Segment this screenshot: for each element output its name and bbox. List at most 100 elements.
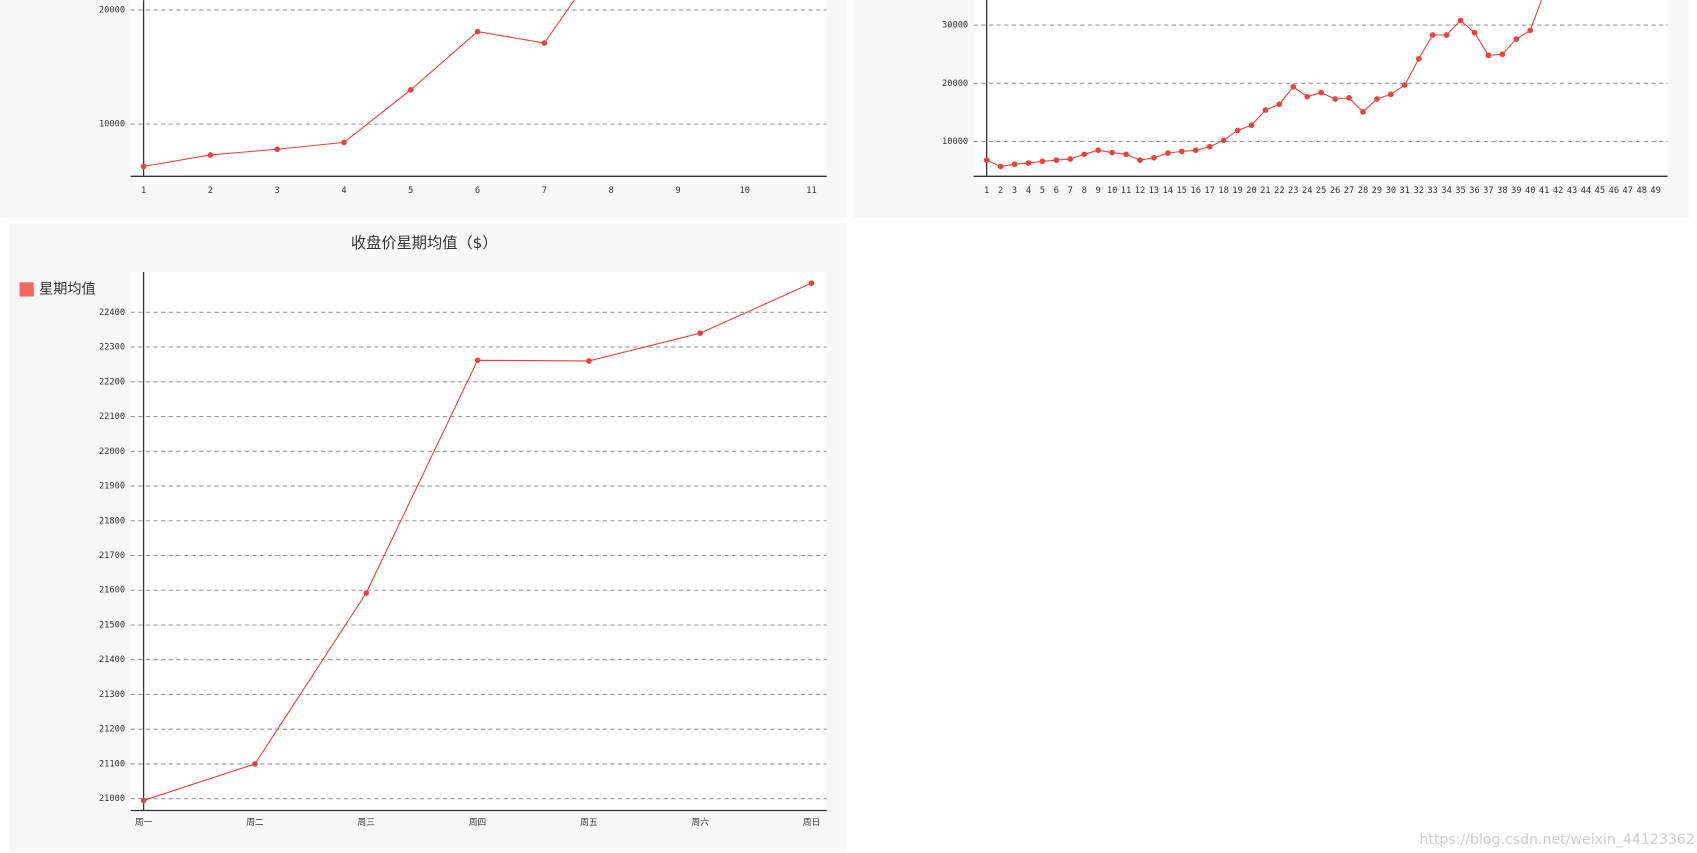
x-tick-label: 38	[1497, 186, 1507, 196]
x-tick-label: 18	[1218, 186, 1228, 196]
y-tick-label: 30000	[942, 21, 968, 31]
x-tick-label: 49	[1650, 186, 1660, 196]
x-tick-label: 43	[1567, 186, 1577, 196]
point	[1011, 161, 1018, 168]
point	[341, 139, 347, 146]
point	[1290, 83, 1297, 90]
y-tick-label: 21300	[99, 690, 125, 700]
x-tick-label: 33	[1427, 186, 1437, 196]
x-tick-label: 42	[1553, 186, 1563, 196]
point	[1360, 108, 1366, 115]
chart-title: 收盘价星期均值（$）	[351, 234, 498, 252]
y-tick-label: 22400	[99, 308, 125, 318]
point	[1262, 107, 1269, 113]
x-tick-label: 14	[1163, 186, 1173, 196]
point	[1178, 148, 1185, 155]
point	[1332, 96, 1338, 102]
x-tick-label: 10	[1107, 186, 1117, 196]
x-tick-label: 24	[1302, 186, 1312, 196]
point	[1499, 51, 1506, 58]
x-tick-label: 28	[1358, 186, 1368, 196]
x-tick-label: 44	[1581, 186, 1591, 196]
y-tick-label: 21900	[99, 482, 125, 492]
point	[1025, 160, 1032, 166]
point	[1220, 137, 1227, 144]
x-tick-label: 34	[1441, 186, 1451, 196]
x-tick-label: 12	[1135, 186, 1145, 196]
point	[407, 87, 414, 93]
point	[541, 40, 548, 46]
point	[363, 590, 370, 596]
x-tick-label: 1	[984, 186, 989, 196]
x-tick-label: 20	[1246, 186, 1256, 196]
point	[1457, 17, 1464, 24]
point	[1081, 151, 1088, 158]
point	[474, 357, 481, 364]
x-tick-label: 3	[275, 186, 280, 196]
x-tick-label: 19	[1232, 186, 1242, 196]
x-tick-label: 25	[1316, 186, 1326, 196]
series-group	[140, 280, 815, 804]
legend-swatch	[19, 282, 34, 297]
point	[1513, 36, 1520, 42]
x-tick-label: 周三	[358, 817, 376, 828]
x-tick-label: 30	[1386, 186, 1396, 196]
x-tick-label: 37	[1483, 186, 1493, 196]
point	[1165, 150, 1171, 156]
point	[1471, 29, 1478, 36]
x-tick-label: 41	[1539, 186, 1549, 196]
point	[1039, 158, 1046, 165]
point	[1053, 157, 1060, 163]
point	[586, 358, 592, 364]
plot-area	[130, 272, 827, 811]
point	[1192, 147, 1199, 154]
x-tick-label: 3	[1012, 186, 1017, 196]
x-tick-label: 11	[806, 186, 816, 196]
x-tick-label: 26	[1330, 186, 1340, 196]
y-tick-label: 22100	[99, 412, 125, 422]
x-tick-label: 周五	[580, 817, 598, 828]
y-tick-label: 20000	[942, 79, 968, 89]
series-group	[983, 0, 1543, 170]
point	[274, 146, 281, 153]
x-tick-label: 48	[1636, 186, 1646, 196]
series-group	[140, 0, 575, 170]
x-tick-label: 7	[1068, 186, 1073, 196]
x-tick-label: 5	[1040, 186, 1045, 196]
x-tick-label: 1	[141, 186, 146, 196]
x-tick-label: 27	[1344, 186, 1354, 196]
y-tick-label: 21600	[99, 586, 125, 596]
y-tick-label: 21700	[99, 551, 125, 561]
y-tick-label: 21500	[99, 620, 125, 630]
y-tick-label: 21800	[99, 516, 125, 526]
point	[1234, 127, 1241, 134]
x-tick-label: 8	[1082, 186, 1087, 196]
y-tick-label: 21000	[99, 794, 125, 804]
point	[1276, 101, 1283, 108]
plot-area	[130, 0, 827, 177]
y-tick-label: 21200	[99, 725, 125, 735]
point	[140, 163, 147, 170]
x-tick-label: 周日	[803, 817, 820, 828]
x-tick-label: 9	[675, 186, 680, 196]
point	[1248, 122, 1255, 129]
x-tick-label: 周一	[135, 817, 153, 828]
point	[207, 152, 214, 158]
x-tick-label: 2	[998, 186, 1003, 196]
point	[1415, 56, 1422, 62]
point	[997, 163, 1004, 170]
point	[252, 761, 258, 767]
x-tick-label: 周六	[692, 816, 710, 828]
x-tick-label: 31	[1400, 186, 1410, 196]
point	[1304, 93, 1311, 100]
x-tick-label: 16	[1190, 186, 1200, 196]
x-tick-label: 10	[739, 186, 749, 196]
x-tick-label: 11	[1121, 186, 1131, 196]
point	[697, 330, 704, 337]
point	[1401, 82, 1408, 88]
point	[1388, 91, 1394, 98]
point	[1443, 32, 1450, 38]
point	[1095, 147, 1101, 154]
x-tick-label: 46	[1609, 186, 1619, 196]
